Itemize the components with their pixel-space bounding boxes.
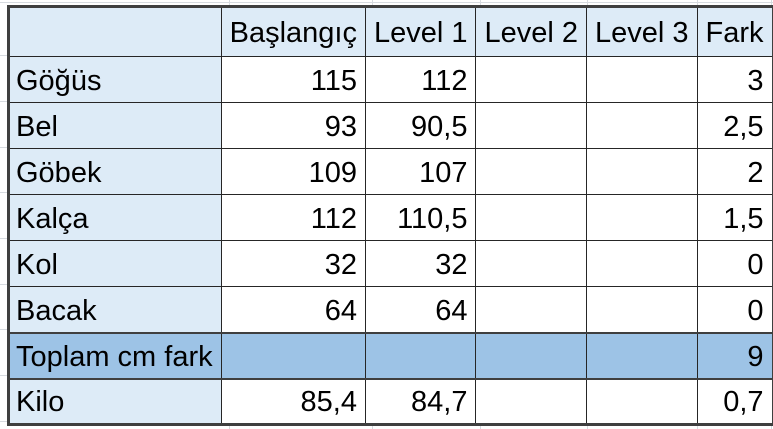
row-label[interactable]: Kalça — [8, 194, 222, 241]
value-cell[interactable] — [586, 286, 698, 333]
value-cell[interactable]: 2 — [696, 148, 773, 195]
value-cell[interactable]: 112 — [364, 56, 477, 103]
table-row: Kalça 112 110,5 1,5 — [8, 194, 773, 241]
total-row: Toplam cm fark 9 — [8, 331, 773, 380]
value-cell[interactable]: 93 — [220, 102, 366, 149]
value-cell[interactable]: 110,5 — [364, 194, 477, 241]
value-cell[interactable]: 64 — [364, 286, 477, 333]
value-cell[interactable]: 115 — [220, 56, 366, 103]
value-cell[interactable]: 107 — [364, 148, 477, 195]
row-label[interactable]: Kol — [8, 240, 222, 287]
value-cell[interactable]: 90,5 — [364, 102, 477, 149]
value-cell[interactable]: 32 — [220, 240, 366, 287]
corner-cell[interactable] — [8, 6, 222, 57]
value-cell[interactable] — [475, 240, 587, 287]
value-cell[interactable]: 109 — [220, 148, 366, 195]
value-cell[interactable] — [586, 102, 698, 149]
value-cell[interactable] — [475, 102, 587, 149]
header-row: Başlangıç Level 1 Level 2 Level 3 Fark — [8, 6, 773, 57]
row-label[interactable]: Göbek — [8, 148, 222, 195]
value-cell[interactable] — [586, 194, 698, 241]
table-row: Kilo 85,4 84,7 0,7 — [8, 378, 773, 425]
value-cell[interactable]: 2,5 — [696, 102, 773, 149]
value-cell[interactable] — [475, 56, 587, 103]
column-header-4[interactable]: Level 3 — [586, 6, 698, 57]
table-row: Kol 32 32 0 — [8, 240, 773, 287]
row-label[interactable]: Kilo — [8, 378, 222, 425]
value-cell[interactable] — [475, 286, 587, 333]
value-cell[interactable] — [586, 240, 698, 287]
measurements-table: Başlangıç Level 1 Level 2 Level 3 Fark Göğüs 1… — [7, 5, 773, 426]
value-cell[interactable]: 0 — [696, 240, 773, 287]
value-cell[interactable] — [586, 331, 698, 380]
value-cell[interactable]: 84,7 — [364, 378, 477, 425]
table-row: Bacak 64 64 0 — [8, 286, 773, 333]
column-header-2[interactable]: Level 1 — [364, 6, 477, 57]
row-label[interactable]: Bel — [8, 102, 222, 149]
value-cell[interactable] — [475, 378, 587, 425]
value-cell[interactable] — [220, 331, 366, 380]
value-cell[interactable] — [586, 148, 698, 195]
value-cell[interactable] — [475, 148, 587, 195]
column-header-5[interactable]: Fark — [696, 6, 773, 57]
row-label[interactable]: Göğüs — [8, 56, 222, 103]
value-cell[interactable] — [475, 331, 587, 380]
value-cell[interactable]: 3 — [696, 56, 773, 103]
column-header-1[interactable]: Başlangıç — [220, 6, 366, 57]
value-cell[interactable]: 0 — [696, 286, 773, 333]
gridline-h — [0, 2, 773, 3]
value-cell[interactable]: 112 — [220, 194, 366, 241]
column-header-3[interactable]: Level 2 — [475, 6, 587, 57]
table-row: Göbek 109 107 2 — [8, 148, 773, 195]
value-cell[interactable]: 64 — [220, 286, 366, 333]
value-cell[interactable]: 0,7 — [696, 378, 773, 425]
value-cell[interactable]: 85,4 — [220, 378, 366, 425]
value-cell[interactable]: 9 — [696, 331, 773, 380]
value-cell[interactable] — [364, 331, 477, 380]
value-cell[interactable] — [586, 378, 698, 425]
table-row: Göğüs 115 112 3 — [8, 56, 773, 103]
value-cell[interactable] — [475, 194, 587, 241]
row-label[interactable]: Toplam cm fark — [8, 331, 222, 380]
value-cell[interactable]: 1,5 — [696, 194, 773, 241]
value-cell[interactable]: 32 — [364, 240, 477, 287]
table-row: Bel 93 90,5 2,5 — [8, 102, 773, 149]
value-cell[interactable] — [586, 56, 698, 103]
row-label[interactable]: Bacak — [8, 286, 222, 333]
